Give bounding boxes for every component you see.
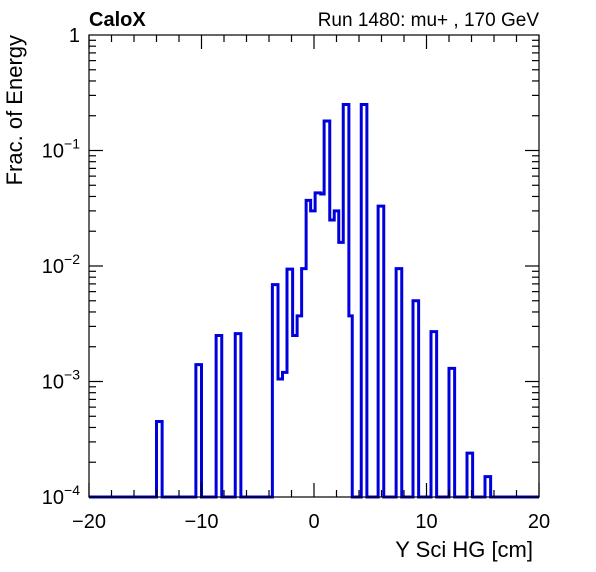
histogram-bin-14 bbox=[321, 194, 324, 497]
x-tick-label: −20 bbox=[72, 511, 106, 533]
y-tick-label: 1 bbox=[69, 25, 80, 47]
y-tick-label: 10−4 bbox=[42, 482, 80, 509]
tick-labels: −20 −10 0 10 20 10−4 10−3 10−2 10−1 1 bbox=[42, 25, 550, 533]
histogram-bin-8 bbox=[293, 336, 298, 497]
y-axis-label: Frac. of Energy bbox=[2, 35, 27, 185]
y-tick-label: 10−3 bbox=[42, 367, 80, 394]
histogram-bin-6 bbox=[283, 372, 288, 497]
histogram-bin-12 bbox=[311, 211, 316, 497]
axis-ticks bbox=[88, 35, 540, 498]
y-tick-label: 10−2 bbox=[42, 251, 80, 278]
x-tick-label: 0 bbox=[308, 511, 319, 533]
x-axis-label: Y Sci HG [cm] bbox=[395, 537, 533, 562]
histogram-bin-16 bbox=[330, 220, 335, 497]
histogram-line bbox=[89, 103, 539, 499]
histogram-bin-9 bbox=[297, 316, 302, 497]
y-tick-label: 10−1 bbox=[42, 136, 80, 163]
histogram-bin-17 bbox=[334, 211, 339, 497]
histogram-bin-5 bbox=[278, 379, 283, 497]
chart-title-left: CaloX bbox=[89, 9, 146, 31]
plot-area bbox=[89, 103, 539, 499]
chart-title-right: Run 1480: mu+ , 170 GeV bbox=[318, 10, 540, 31]
x-tick-label: 10 bbox=[415, 511, 437, 533]
histogram-bin-13 bbox=[315, 193, 321, 497]
histogram-bin-18 bbox=[339, 242, 344, 497]
x-tick-label: −10 bbox=[185, 511, 219, 533]
x-tick-label: 20 bbox=[528, 511, 550, 533]
